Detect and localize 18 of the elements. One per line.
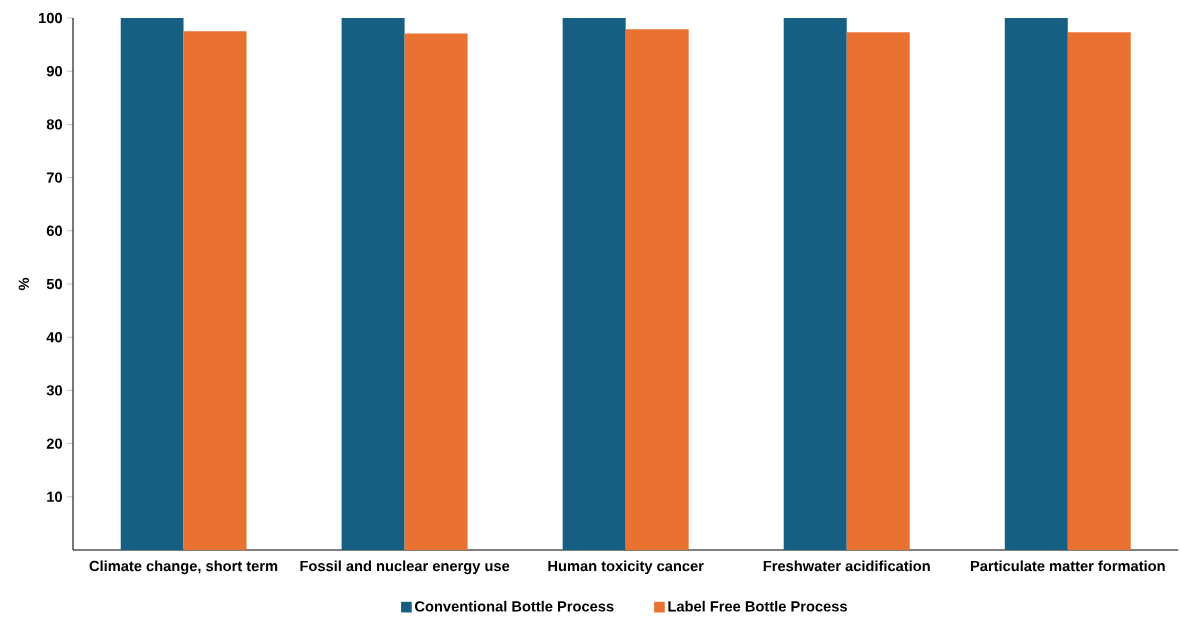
y-tick-label: 90	[46, 66, 62, 77]
y-tick-label: 10	[47, 491, 62, 502]
y-tick-label: 40	[46, 332, 62, 343]
y-tick-label: 60	[46, 225, 62, 236]
y-tick-label: 80	[46, 119, 62, 130]
y-tick-label: 20	[46, 438, 62, 449]
y-tick-label: 100	[39, 12, 62, 24]
y-tick-label: 50	[46, 278, 62, 290]
legend-label: Conventional Bottle Process	[415, 600, 614, 612]
legend-label: Label Free Bottle Process	[668, 600, 847, 612]
x-tick-label: Fossil and nuclear energy use	[300, 560, 510, 575]
y-tick-label: 70	[46, 172, 62, 183]
x-tick-label: Human toxicity cancer	[548, 560, 704, 575]
x-tick-label: Particulate matter formation	[970, 560, 1165, 572]
x-tick-label: Freshwater acidification	[763, 560, 930, 572]
y-axis-title: %	[18, 277, 29, 291]
x-tick-label: Climate change, short term	[89, 560, 278, 575]
y-tick-label: 30	[46, 385, 62, 396]
